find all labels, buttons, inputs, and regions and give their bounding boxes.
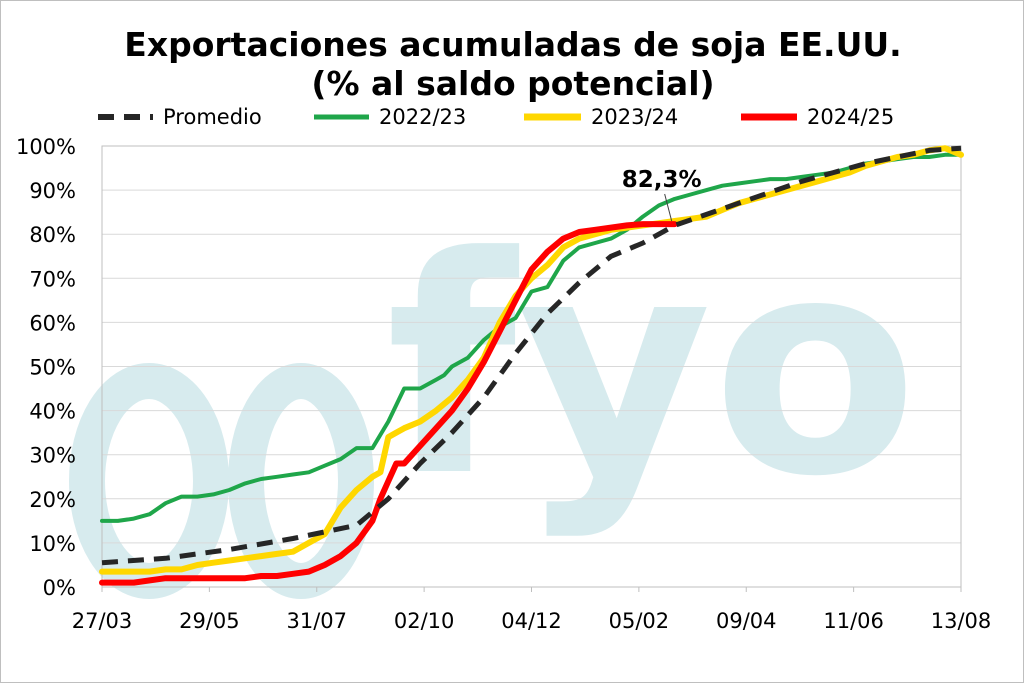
watermark-text: fyo: [386, 193, 918, 542]
x-tick-label: 29/05: [179, 609, 240, 633]
x-tick-label: 02/10: [394, 609, 455, 633]
x-tick-label: 04/12: [501, 609, 562, 633]
axes: 0% 10% 20% 30% 40% 50% 60% 70% 80% 90% 100% 27/03 29…: [16, 135, 991, 633]
series-layer: [99, 145, 964, 586]
series-line-2022-23: [100, 152, 963, 523]
x-tick-label: 27/03: [72, 609, 133, 633]
chart-title-line1: Exportaciones acumuladas de soja EE.UU.: [124, 25, 901, 64]
x-tick-label: 11/06: [823, 609, 884, 633]
series-line-promedio: [101, 145, 962, 566]
y-tick-label: 50%: [29, 356, 76, 380]
y-tick-label: 40%: [29, 400, 76, 424]
legend-label-2024-25: 2024/25: [807, 105, 894, 129]
annotation-leader: [664, 193, 673, 222]
legend-label-2023-24: 2023/24: [591, 105, 678, 129]
y-tick-label: 100%: [16, 135, 76, 159]
x-tick-label: 31/07: [286, 609, 347, 633]
x-tick-label: 05/02: [609, 609, 670, 633]
watermark-circle-right: [228, 363, 374, 599]
y-tick-label: 60%: [29, 311, 76, 335]
y-tick-label: 10%: [29, 532, 76, 556]
y-tick-label: 90%: [29, 179, 76, 203]
y-tick-label: 0%: [43, 576, 76, 600]
legend-label-2022-23: 2022/23: [379, 105, 466, 129]
annotation: 82,3%: [622, 167, 702, 222]
x-tick-label: 13/08: [931, 609, 992, 633]
legend-label-promedio: Promedio: [163, 105, 262, 129]
series-line-2024-25: [99, 221, 678, 586]
y-tick-label: 30%: [29, 444, 76, 468]
y-tick-label: 20%: [29, 488, 76, 512]
x-tick-label: 09/04: [716, 609, 777, 633]
chart-title-line2: (% al saldo potencial): [311, 64, 714, 103]
watermark: fyo: [69, 193, 918, 599]
y-tick-label: 70%: [29, 267, 76, 291]
legend: Promedio 2022/23 2023/24 2024/25: [98, 105, 894, 129]
y-tick-label: 80%: [29, 223, 76, 247]
annotation-label: 82,3%: [622, 167, 702, 193]
